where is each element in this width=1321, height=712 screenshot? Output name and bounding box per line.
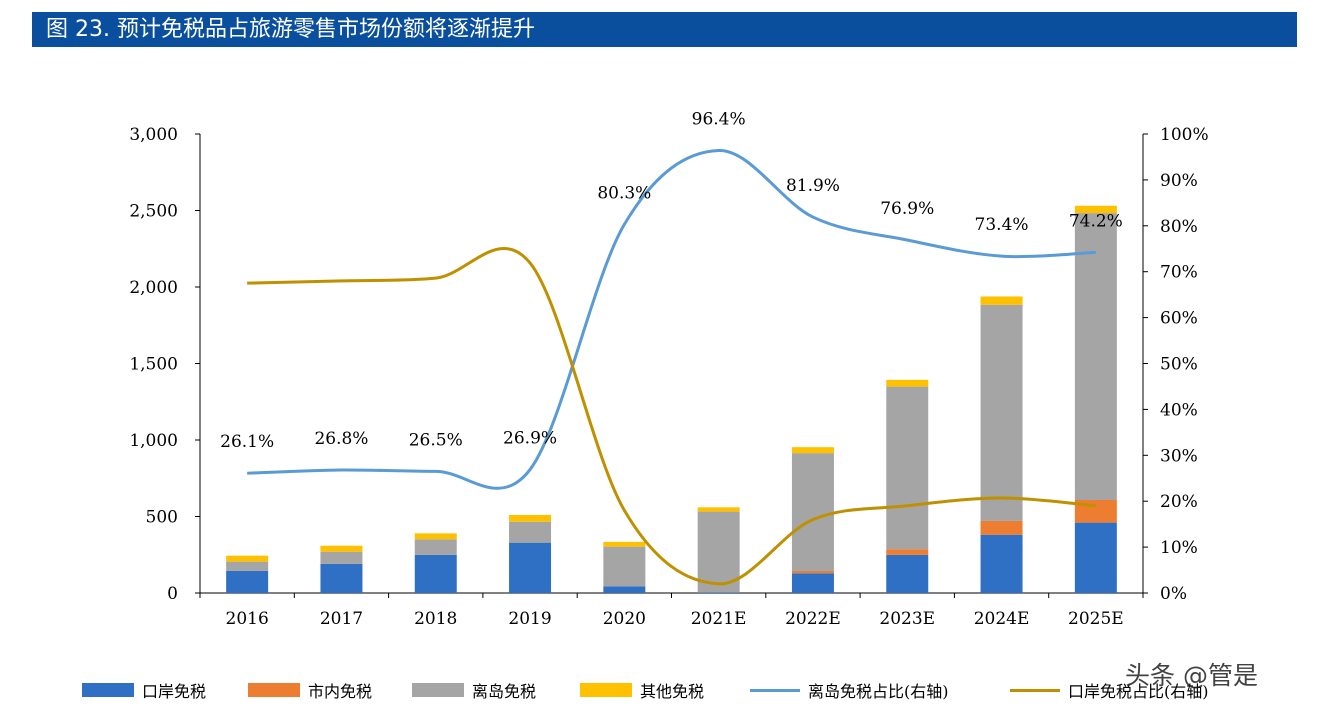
x-tick-label: 2021E (691, 609, 747, 629)
bar-口岸免税-2025E (1074, 522, 1117, 593)
left-tick-label: 1,500 (129, 355, 178, 375)
bar-离岛免税-2025E (1074, 213, 1117, 500)
legend-item: 市内免税 (248, 678, 372, 702)
bar-离岛免税-2022E (791, 453, 834, 571)
watermark: 头条 @管是 (1125, 661, 1258, 690)
data-label: 26.9% (503, 429, 557, 449)
legend-label: 口岸免税 (142, 682, 207, 701)
data-label: 26.1% (220, 432, 274, 452)
bar-离岛免税-2024E (980, 304, 1023, 521)
left-tick-label: 3,000 (129, 125, 178, 145)
left-tick-label: 2,000 (129, 278, 178, 298)
legend-label: 口岸免税占比(右轴) (1068, 682, 1209, 701)
line-离岛免税占比(右轴) (247, 149, 1096, 490)
data-label: 73.4% (975, 215, 1029, 235)
legend-label: 市内免税 (308, 682, 373, 701)
right-tick-label: 50% (1160, 355, 1198, 375)
bar-口岸免税-2024E (980, 534, 1023, 593)
bar-市内免税-2022E (791, 570, 834, 574)
legend-label: 离岛免税占比(右轴) (808, 682, 949, 701)
bar-口岸免税-2016 (226, 570, 269, 593)
x-tick-label: 2016 (226, 609, 269, 629)
bar-市内免税-2024E (980, 520, 1023, 535)
line-口岸免税占比(右轴) (247, 247, 1096, 586)
right-tick-label: 20% (1160, 492, 1198, 512)
legend-swatch (1010, 688, 1060, 692)
legend-item: 口岸免税占比(右轴) (1010, 678, 1209, 702)
data-label: 26.5% (409, 430, 463, 450)
x-tick-label: 2018 (414, 609, 457, 629)
legend-item: 口岸免税 (82, 678, 206, 702)
bar-其他免税-2020 (603, 541, 646, 547)
left-tick-label: 1,000 (129, 431, 178, 451)
right-tick-label: 70% (1160, 263, 1198, 283)
bar-其他免税-2022E (791, 447, 834, 454)
x-tick-label: 2025E (1068, 609, 1124, 629)
bar-离岛免税-2023E (886, 386, 929, 550)
right-tick-label: 10% (1160, 538, 1198, 558)
data-label: 80.3% (597, 183, 651, 203)
data-label: 26.8% (314, 429, 368, 449)
right-tick-label: 0% (1160, 584, 1187, 604)
x-tick-label: 2020 (603, 609, 646, 629)
bar-其他免税-2025E (1074, 205, 1117, 214)
bar-其他免税-2019 (509, 514, 552, 522)
bar-离岛免税-2020 (603, 546, 646, 587)
bar-其他免税-2016 (226, 555, 269, 562)
x-tick-label: 2022E (785, 609, 841, 629)
bar-口岸免税-2023E (886, 554, 929, 593)
legend-item: 其他免税 (580, 678, 704, 702)
bar-口岸免税-2017 (320, 563, 363, 593)
legend-label: 其他免税 (640, 682, 705, 701)
left-tick-label: 2,500 (129, 202, 178, 222)
figure-title: 图 23. 预计免税品占旅游零售市场份额将逐渐提升 (32, 12, 1297, 47)
left-tick-label: 0 (167, 584, 178, 604)
right-tick-label: 90% (1160, 171, 1198, 191)
bar-口岸免税-2019 (509, 542, 552, 593)
x-tick-label: 2019 (508, 609, 551, 629)
legend-swatch (750, 688, 800, 692)
right-tick-label: 30% (1160, 446, 1198, 466)
left-tick-label: 500 (146, 508, 178, 528)
right-tick-label: 40% (1160, 400, 1198, 420)
bar-市内免税-2023E (886, 549, 929, 555)
right-tick-label: 80% (1160, 217, 1198, 237)
bar-其他免税-2021E (697, 507, 740, 512)
legend-swatch (82, 683, 134, 697)
bar-其他免税-2023E (886, 379, 929, 387)
data-label: 81.9% (786, 176, 840, 196)
legend-swatch (580, 683, 632, 697)
bar-离岛免税-2018 (414, 539, 457, 555)
legend-item: 离岛免税占比(右轴) (750, 678, 949, 702)
bar-其他免税-2024E (980, 296, 1023, 305)
right-tick-label: 100% (1160, 125, 1209, 145)
right-tick-label: 60% (1160, 309, 1198, 329)
bar-口岸免税-2022E (791, 573, 834, 593)
legend-item: 离岛免税 (412, 678, 536, 702)
bar-离岛免税-2017 (320, 551, 363, 564)
x-tick-label: 2024E (974, 609, 1030, 629)
bar-离岛免税-2019 (509, 521, 552, 543)
legend-swatch (412, 683, 464, 697)
x-tick-label: 2023E (879, 609, 935, 629)
legend-swatch (248, 683, 300, 697)
bar-其他免税-2017 (320, 545, 363, 552)
bar-口岸免税-2018 (414, 554, 457, 593)
bar-口岸免税-2021E (697, 592, 740, 593)
bar-口岸免税-2020 (603, 586, 646, 593)
data-label: 74.2% (1069, 211, 1123, 231)
bar-离岛免税-2021E (697, 511, 740, 593)
data-label: 96.4% (692, 110, 746, 130)
bar-其他免税-2018 (414, 533, 457, 540)
bar-离岛免税-2016 (226, 561, 269, 571)
x-tick-label: 2017 (320, 609, 363, 629)
legend-label: 离岛免税 (472, 682, 537, 701)
data-label: 76.9% (880, 199, 934, 219)
